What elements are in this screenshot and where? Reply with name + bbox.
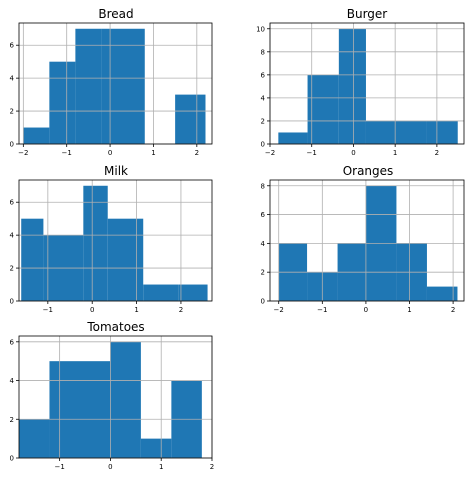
- x-tick-label: 1: [134, 306, 138, 314]
- y-tick-label: 6: [261, 211, 266, 219]
- histogram-bar: [426, 120, 458, 144]
- panel-title-oranges: Oranges: [343, 164, 394, 178]
- x-tick-label: −1: [43, 306, 53, 314]
- x-tick-label: 0: [364, 306, 368, 314]
- x-tick-label: −1: [307, 149, 317, 157]
- axes-frame: [269, 179, 465, 302]
- axes-frame: [18, 22, 213, 145]
- histogram-bar: [365, 120, 396, 144]
- x-tick-label: 1: [407, 306, 411, 314]
- x-tick-label: 0: [351, 149, 355, 157]
- y-tick-label: 6: [10, 338, 15, 346]
- histogram-bar: [143, 284, 179, 301]
- y-tick-label: 2: [10, 265, 14, 273]
- histogram-bar: [49, 61, 76, 144]
- x-tick-label: 1: [151, 149, 155, 157]
- x-tick-label: −1: [317, 306, 327, 314]
- y-tick-label: 0: [10, 455, 14, 463]
- x-tick-label: 2: [195, 149, 199, 157]
- panel-oranges: Oranges −2 −1 0 1 2 0 2 4 6 8: [261, 164, 465, 314]
- y-tick-label: 2: [261, 117, 265, 125]
- histogram-bar: [178, 284, 208, 301]
- x-tick-label: 2: [210, 463, 214, 471]
- y-tick-label: 6: [261, 71, 266, 79]
- y-tick-label: 2: [261, 269, 265, 277]
- y-tick-label: 6: [10, 199, 15, 207]
- axes-frame: [269, 22, 465, 145]
- y-tick-label: 6: [10, 42, 15, 50]
- histogram-bar: [338, 28, 366, 144]
- y-tick-label: 10: [256, 25, 265, 33]
- x-tick-label: 2: [435, 149, 439, 157]
- y-tick-label: 4: [10, 377, 15, 385]
- histogram-bar: [175, 94, 206, 144]
- panel-burger: Burger −2 −1 0 1 2 0 2 4 6 8 10: [256, 7, 465, 157]
- histogram-bar: [75, 28, 102, 144]
- axes-frame: [18, 335, 213, 459]
- panel-bread: Bread −2 −1 0 1 2 0 2 4 6: [10, 7, 213, 157]
- histogram-bar: [395, 120, 427, 144]
- y-tick-label: 4: [261, 240, 266, 248]
- x-tick-label: −2: [265, 149, 275, 157]
- histogram-bar: [307, 74, 339, 144]
- y-tick-label: 2: [10, 416, 14, 424]
- histogram-bar: [426, 286, 458, 301]
- x-tick-label: −1: [54, 463, 64, 471]
- histogram-bar: [110, 341, 141, 458]
- x-tick-label: 0: [90, 306, 94, 314]
- panel-title-burger: Burger: [347, 7, 388, 21]
- histogram-bar: [19, 419, 50, 458]
- histogram-bar: [101, 28, 145, 144]
- y-tick-label: 0: [10, 141, 14, 149]
- histogram-bar: [83, 185, 108, 301]
- x-tick-label: −2: [274, 306, 284, 314]
- panel-title-milk: Milk: [104, 164, 128, 178]
- histogram-bar: [49, 361, 111, 458]
- y-tick-label: 2: [10, 108, 14, 116]
- histogram-bar: [278, 132, 308, 144]
- x-tick-label: −1: [62, 149, 72, 157]
- y-tick-label: 8: [261, 182, 265, 190]
- x-tick-label: 0: [108, 463, 112, 471]
- x-tick-label: 2: [179, 306, 183, 314]
- y-tick-label: 0: [10, 298, 14, 306]
- panel-tomatoes: Tomatoes −1 0 1 2 0 2 4 6: [10, 320, 215, 471]
- panel-title-tomatoes: Tomatoes: [86, 320, 144, 334]
- x-tick-label: 1: [393, 149, 397, 157]
- x-tick-label: 0: [108, 149, 112, 157]
- y-tick-label: 8: [261, 48, 265, 56]
- y-tick-label: 4: [10, 75, 15, 83]
- y-tick-label: 4: [261, 94, 266, 102]
- histogram-bar: [21, 218, 44, 301]
- x-tick-label: 1: [159, 463, 163, 471]
- histogram-bar: [107, 218, 144, 301]
- y-tick-label: 0: [261, 298, 265, 306]
- y-tick-label: 0: [261, 141, 265, 149]
- y-tick-label: 4: [10, 232, 15, 240]
- axes-frame: [18, 179, 213, 302]
- panel-title-bread: Bread: [98, 7, 133, 21]
- x-tick-label: 2: [451, 306, 455, 314]
- histogram-bar: [23, 127, 50, 144]
- histogram-bar: [140, 438, 172, 458]
- panel-milk: Milk −1 0 1 2 0 2 4 6: [10, 164, 213, 314]
- x-tick-label: −2: [18, 149, 28, 157]
